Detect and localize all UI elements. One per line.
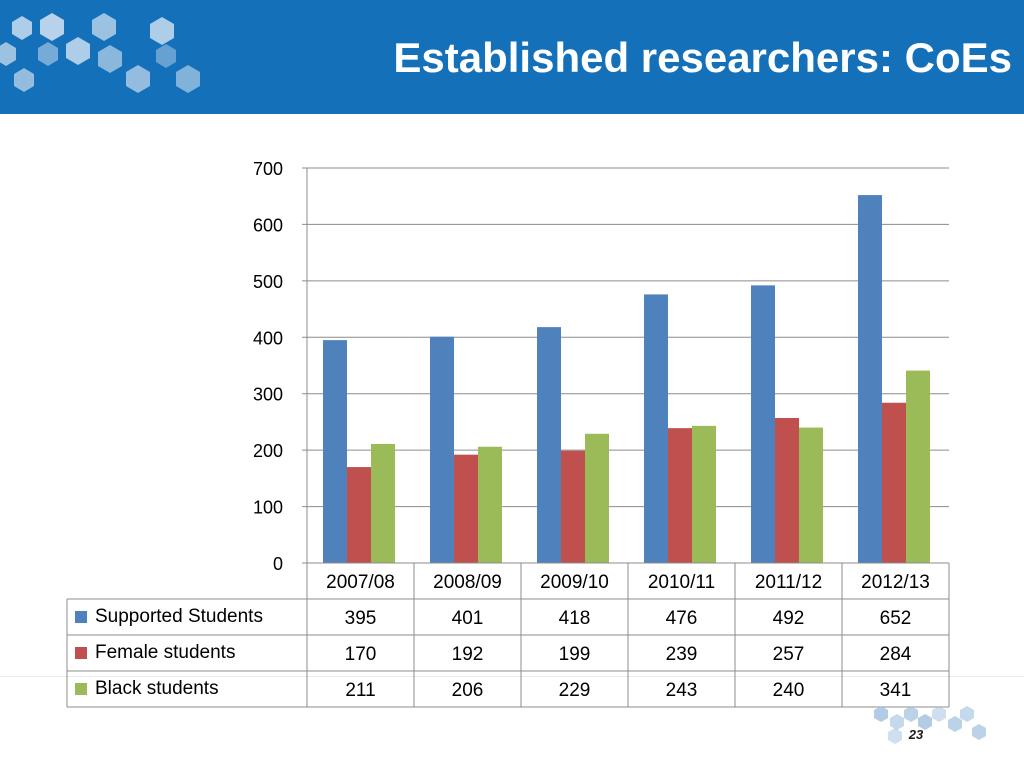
slide-header: Established researchers: CoEs — [0, 0, 1024, 114]
bar — [347, 467, 371, 563]
data-value-label: 239 — [666, 644, 698, 665]
bar — [454, 454, 478, 563]
bar — [692, 425, 716, 563]
bar — [430, 336, 454, 563]
bar — [668, 428, 692, 563]
bar — [323, 340, 347, 563]
legend-series-name: Supported Students — [95, 606, 263, 627]
data-table: 2007/08 2008/09 2009/10 2010/11 2011/12 2012/… — [66, 562, 950, 708]
y-tick-label: 400 — [253, 328, 283, 348]
legend-series-name: Female students — [95, 642, 235, 663]
data-value-label: 401 — [452, 608, 484, 629]
page-number: 23 — [908, 727, 924, 742]
y-axis-ticks: 0 100 200 300 400 500 600 700 — [253, 159, 283, 574]
y-tick-label: 0 — [273, 554, 283, 574]
data-value-label: 492 — [773, 608, 805, 629]
data-value-label: 243 — [666, 680, 698, 701]
data-value-label: 192 — [452, 644, 484, 665]
bars — [323, 195, 930, 564]
bar — [644, 294, 668, 563]
legend-swatch — [75, 683, 87, 695]
y-tick-label: 300 — [253, 385, 283, 405]
data-value-label: 206 — [452, 680, 484, 701]
y-tick-label: 700 — [253, 159, 283, 179]
bar — [906, 370, 930, 563]
y-tick-label: 500 — [253, 272, 283, 292]
bar — [371, 443, 395, 563]
x-category-label: 2007/08 — [326, 572, 395, 593]
x-category-label: 2008/09 — [433, 572, 502, 593]
bar — [882, 402, 906, 563]
data-value-label: 341 — [880, 680, 912, 701]
data-value-label: 418 — [559, 608, 591, 629]
bar — [537, 327, 561, 563]
hexagon-logo-icon — [0, 13, 200, 93]
footer-hexagon-icon — [874, 706, 986, 744]
bar — [858, 195, 882, 564]
gridlines — [302, 167, 949, 564]
bar — [561, 450, 585, 563]
legend-series-name: Black students — [95, 678, 219, 699]
bar — [775, 417, 799, 563]
data-value-label: 229 — [559, 680, 591, 701]
x-category-label: 2012/13 — [861, 572, 930, 593]
data-value-label: 257 — [773, 644, 805, 665]
data-value-label: 476 — [666, 608, 698, 629]
y-tick-label: 600 — [253, 215, 283, 235]
data-value-label: 170 — [345, 644, 377, 665]
x-category-label: 2011/12 — [755, 572, 822, 593]
data-value-label: 284 — [880, 644, 912, 665]
y-tick-label: 100 — [253, 498, 283, 518]
x-category-label: 2010/11 — [648, 572, 715, 593]
y-tick-label: 200 — [253, 441, 283, 461]
divider-line — [0, 676, 1024, 677]
data-value-label: 395 — [345, 608, 377, 629]
bar — [799, 427, 823, 563]
data-value-label: 652 — [880, 608, 912, 629]
data-value-label: 211 — [345, 680, 375, 701]
slide-title: Established researchers: CoEs — [393, 34, 1012, 81]
legend-swatch — [75, 647, 87, 659]
data-value-label: 199 — [559, 644, 591, 665]
bar — [751, 285, 775, 563]
bar — [478, 446, 502, 563]
legend-swatch — [75, 611, 87, 623]
bar — [585, 433, 609, 563]
data-value-label: 240 — [773, 680, 805, 701]
x-category-label: 2009/10 — [540, 572, 609, 593]
